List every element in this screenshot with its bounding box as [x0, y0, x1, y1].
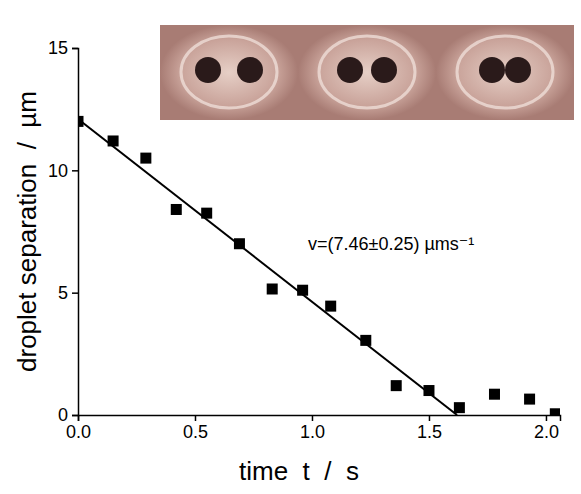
tick-mark — [195, 415, 197, 421]
tick: 10 — [48, 161, 78, 181]
tick-label: 15 — [48, 38, 68, 58]
data-point — [108, 135, 119, 146]
tick-mark — [546, 415, 548, 421]
tick-label: 1.5 — [417, 422, 442, 442]
tick-mark — [72, 170, 78, 172]
data-point — [489, 389, 500, 400]
photo-ring — [457, 36, 553, 108]
tick-mark — [429, 415, 431, 421]
photo-ground — [298, 25, 436, 120]
photo-droplet — [195, 57, 221, 83]
tick-label: 2.0 — [534, 422, 559, 442]
tick: 1.0 — [300, 415, 325, 442]
tick-label: 10 — [48, 161, 68, 181]
tick-mark — [72, 415, 78, 417]
annotation: v=(7.46±0.25) µms⁻¹ — [308, 234, 474, 254]
photo-ring — [181, 36, 277, 108]
plot-area — [78, 116, 560, 415]
x-axis-title: time t / s — [239, 456, 359, 486]
photo-ground — [160, 25, 298, 120]
data-point — [391, 380, 402, 391]
tick: 0 — [58, 405, 78, 425]
tick-label: 0 — [58, 405, 68, 425]
tick-label: 5 — [58, 283, 68, 303]
photo-ground — [436, 25, 574, 120]
photo-droplet — [237, 57, 263, 83]
tick: 0.0 — [66, 415, 91, 442]
tick-mark — [72, 48, 78, 50]
y-axis-title: droplet separation / µm — [12, 91, 42, 372]
y-axis: 0 5 10 15 — [48, 38, 79, 425]
data-point — [524, 394, 535, 405]
inset-photos — [160, 25, 574, 120]
tick: 0.5 — [183, 415, 208, 442]
tick: 5 — [58, 283, 78, 303]
photo-droplet — [505, 57, 531, 83]
inset-photo — [298, 25, 436, 120]
photo-droplet — [479, 57, 505, 83]
photo-droplet — [371, 57, 397, 83]
data-point — [171, 204, 182, 215]
inset-photo — [160, 25, 298, 120]
tick: 1.5 — [417, 415, 442, 442]
data-point — [140, 153, 151, 164]
data-point — [267, 283, 278, 294]
inset-photo — [436, 25, 574, 120]
photo-droplet — [337, 57, 363, 83]
tick-mark — [72, 292, 78, 294]
axis-line — [72, 49, 79, 416]
data-point — [325, 301, 336, 312]
axis-line — [79, 416, 561, 422]
fit-line — [78, 119, 457, 415]
tick-label: 0.5 — [183, 422, 208, 442]
photo-ring — [319, 36, 415, 108]
chart: 0.0 0.5 1.0 1.5 2.0 0 5 10 15 v=(7.46±0.25) µms⁻¹… — [0, 0, 581, 494]
tick: 2.0 — [534, 415, 559, 442]
data-point — [550, 408, 560, 415]
tick-label: 1.0 — [300, 422, 325, 442]
tick-mark — [312, 415, 314, 421]
tick-label: 0.0 — [66, 422, 91, 442]
tick: 15 — [48, 38, 78, 58]
x-axis: 0.0 0.5 1.0 1.5 2.0 — [66, 415, 561, 442]
data-point — [454, 402, 465, 413]
